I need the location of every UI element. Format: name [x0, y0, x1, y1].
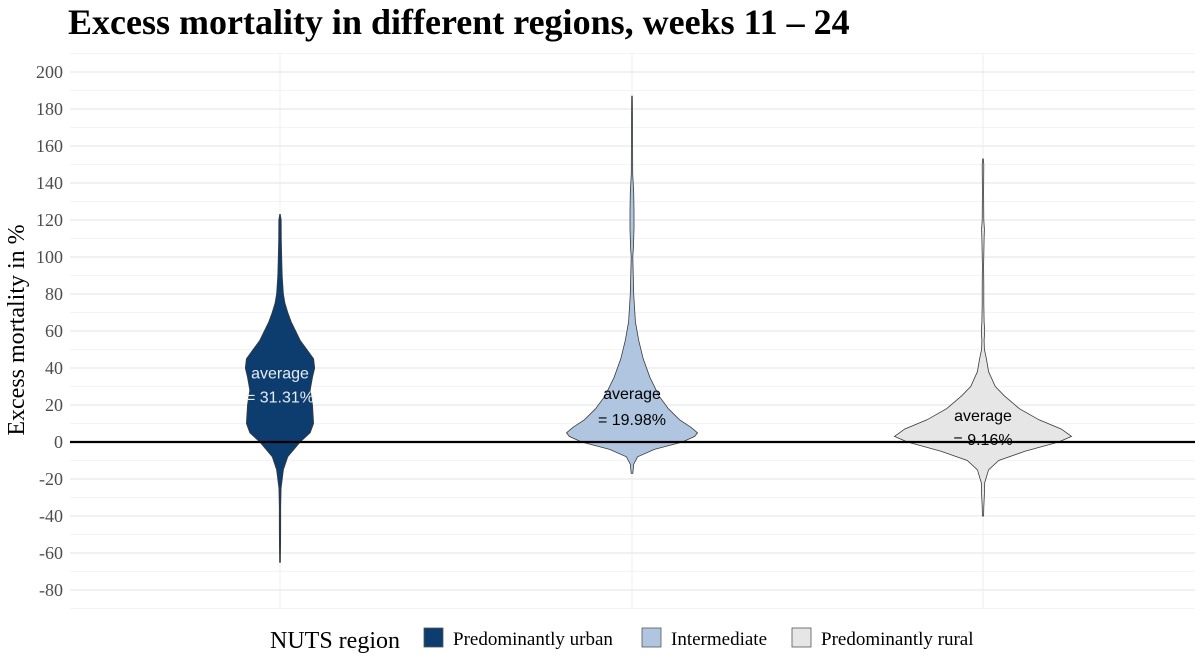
y-tick-label: 40 [45, 358, 63, 378]
legend-swatch [423, 627, 444, 648]
annotation-average-label: average [954, 408, 1012, 425]
violin-predominantly-rural [893, 158, 1073, 517]
annotation-average-value: = 19.98% [598, 412, 666, 429]
legend-item-label: Predominantly urban [453, 629, 613, 650]
y-tick-label: 100 [36, 247, 63, 267]
violin-predominantly-urban [244, 214, 316, 563]
legend-item-label: Intermediate [671, 629, 767, 650]
y-tick-label: 20 [45, 395, 63, 415]
y-tick-label: -40 [39, 506, 63, 526]
legend-swatch [791, 627, 812, 648]
y-axis-label: Excess mortality in % [4, 224, 30, 435]
annotation-average-value: = 31.31% [246, 390, 314, 407]
legend-title: NUTS region [270, 628, 400, 654]
legend: NUTS region Predominantly urban Intermedi… [270, 627, 974, 654]
violins [244, 95, 1073, 563]
annotation-average-label: average [251, 366, 309, 383]
legend-item-label: Predominantly rural [821, 629, 974, 650]
legend-swatch [641, 627, 662, 648]
y-tick-label: 80 [45, 284, 63, 304]
y-tick-label: 180 [36, 99, 63, 119]
y-tick-label: 140 [36, 173, 63, 193]
y-tick-label: -80 [39, 580, 63, 600]
y-tick-label: -60 [39, 543, 63, 563]
y-tick-label: 120 [36, 210, 63, 230]
annotations: average = 31.31% average = 19.98% average = 9… [246, 366, 1013, 450]
y-tick-label: 200 [36, 62, 63, 82]
y-tick-label: 160 [36, 136, 63, 156]
y-tick-label: 0 [54, 432, 63, 452]
y-tick-label: 60 [45, 321, 63, 341]
y-tick-label: -20 [39, 469, 63, 489]
chart-title: Excess mortality in different regions, w… [68, 2, 850, 42]
y-axis-ticks: -80 -60 -40 -20 0 20 40 60 80 100 120 140 160 180 200 [36, 62, 63, 600]
violin-intermediate [565, 95, 699, 474]
annotation-average-label: average [603, 386, 661, 403]
annotation-average-value: = 9.16% [953, 432, 1012, 449]
